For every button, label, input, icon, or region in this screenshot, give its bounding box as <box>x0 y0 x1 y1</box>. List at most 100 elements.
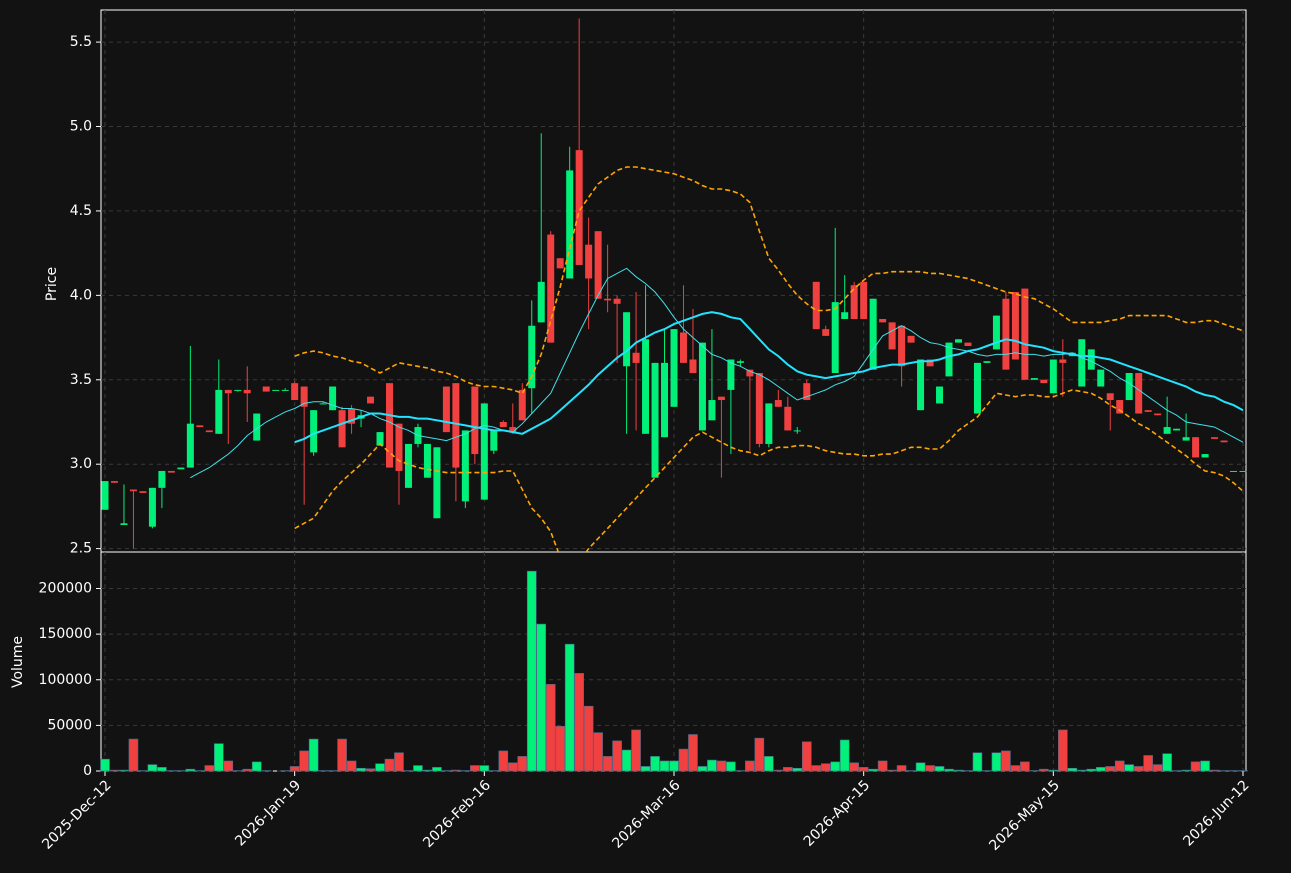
candle-body <box>167 470 175 473</box>
volume-bar <box>944 768 954 772</box>
candle-body <box>1125 373 1133 401</box>
candle-body <box>461 430 469 502</box>
volume-bar <box>688 734 698 772</box>
volume-bar <box>470 765 480 772</box>
candle-body <box>717 396 725 401</box>
x-tick-label: 2026-Jun-12 <box>1180 777 1252 849</box>
candle-body <box>329 386 337 411</box>
volume-bar <box>498 750 509 772</box>
volume-bar <box>223 760 234 772</box>
y-tick-label: 4.5 <box>70 203 92 219</box>
y-tick-label: 0 <box>83 763 92 779</box>
volume-bar <box>697 766 708 772</box>
candle-body <box>1021 288 1029 380</box>
volume-bar <box>394 752 404 772</box>
volume-bar <box>413 765 423 772</box>
indicator-line <box>294 166 1244 395</box>
volume-bar <box>451 769 461 772</box>
candle-body <box>955 339 962 343</box>
candle-body <box>471 386 479 455</box>
volume-bar <box>119 769 129 772</box>
candle-body <box>1116 400 1124 414</box>
candle-body <box>1182 437 1190 441</box>
candle-body <box>566 170 574 279</box>
candle-body <box>101 481 109 510</box>
volume-bar <box>820 763 831 772</box>
volume-bar <box>991 752 1002 772</box>
candle-body <box>708 400 716 421</box>
candle-body <box>148 487 156 527</box>
volume-bar <box>726 761 736 772</box>
candle-body <box>774 400 782 407</box>
candle-body <box>528 325 536 389</box>
candle-body <box>1040 379 1048 384</box>
volume-bar <box>1086 768 1097 772</box>
volume-bar <box>185 768 196 772</box>
volume-bar <box>109 769 120 772</box>
volume-bar <box>1114 760 1125 772</box>
y-tick-label: 50000 <box>47 717 92 733</box>
volume-bar <box>346 760 357 772</box>
candle-body <box>784 406 792 431</box>
volume-bar <box>545 684 556 772</box>
volume-bar <box>631 729 641 772</box>
candle-body <box>509 427 517 433</box>
volume-bar <box>1058 729 1068 772</box>
volume-bar <box>811 765 822 772</box>
volume-bar <box>574 673 584 772</box>
volume-bar <box>707 759 717 772</box>
candle-body <box>547 234 555 343</box>
volume-bar <box>925 765 935 772</box>
y-tick-label: 3.0 <box>70 456 92 472</box>
volume-bar <box>915 762 926 772</box>
volume-bar <box>801 741 812 772</box>
volume-bar <box>659 760 670 772</box>
candle-body <box>367 396 375 404</box>
candle-body <box>1211 437 1219 439</box>
candle-body <box>727 359 735 390</box>
candle-body <box>120 523 128 525</box>
candle-body <box>386 383 393 468</box>
candle-body <box>793 430 801 432</box>
candle-body <box>736 361 744 363</box>
volume-bar <box>1010 765 1021 772</box>
candle-body <box>822 329 830 336</box>
volume-bar <box>858 767 869 772</box>
candle-body <box>689 359 697 374</box>
candle-body <box>395 423 403 471</box>
volume-bar <box>877 760 888 772</box>
candle-body <box>1239 470 1247 472</box>
candle-body <box>869 298 877 370</box>
volume-bar <box>621 749 632 772</box>
candle-body <box>1192 437 1200 458</box>
volume-bar <box>242 768 253 772</box>
y-tick-label: 5.5 <box>70 34 92 50</box>
candle-body <box>272 389 280 391</box>
volume-bar <box>602 756 613 772</box>
volume-bar <box>517 756 528 772</box>
candle-body <box>594 231 602 299</box>
candle-body <box>888 322 896 350</box>
candle-body <box>1097 369 1105 387</box>
x-tick-label: 2026-Feb-16 <box>420 777 494 851</box>
candle-body <box>898 325 906 367</box>
volume-bar <box>356 767 366 772</box>
candle-body <box>490 430 498 451</box>
volume-bar <box>375 763 385 772</box>
volume-bar <box>1200 760 1210 772</box>
y-tick-label: 100000 <box>39 672 92 688</box>
y-tick-label: 150000 <box>39 626 92 642</box>
volume-bar <box>678 748 689 772</box>
candle-body <box>537 281 545 323</box>
candle-body <box>291 383 299 401</box>
volume-bar <box>830 761 841 772</box>
volume-bar <box>1020 761 1030 772</box>
candle-body <box>1106 393 1114 401</box>
candle-body <box>1059 359 1067 363</box>
candle-body <box>926 359 934 367</box>
candle-body <box>1087 349 1095 370</box>
volume-bar <box>868 768 878 772</box>
candle-body <box>1163 427 1171 434</box>
candle-body <box>480 403 488 500</box>
